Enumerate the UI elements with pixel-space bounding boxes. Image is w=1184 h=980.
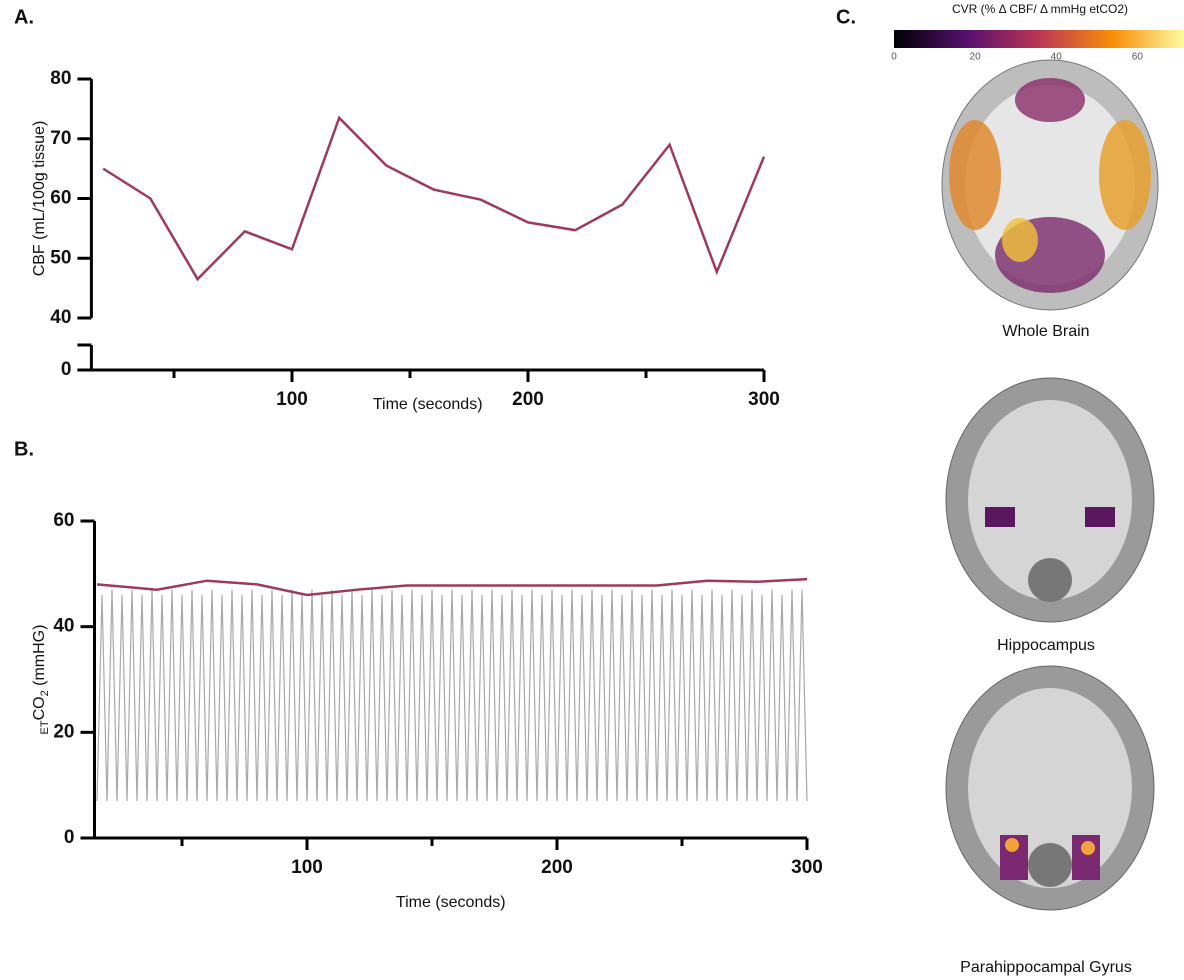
image-label: Parahippocampal Gyrus bbox=[960, 959, 1132, 976]
panel-label: A. bbox=[14, 6, 34, 28]
y-tick-label: 20 bbox=[53, 721, 74, 742]
image-label: Whole Brain bbox=[1002, 323, 1089, 340]
line bbox=[96, 589, 808, 802]
y-tick-label: 0 bbox=[61, 359, 72, 380]
x-axis-label: Time (seconds) bbox=[396, 894, 506, 911]
panel-label: B. bbox=[14, 438, 34, 460]
panel-label: C. bbox=[836, 6, 856, 28]
brain-image bbox=[945, 665, 1155, 911]
colorbar-title: CVR (% Δ CBF/ Δ mmHg etCO2) bbox=[952, 2, 1128, 16]
y-tick-label: 40 bbox=[50, 307, 71, 328]
x-tick-label: 300 bbox=[791, 857, 823, 878]
x-tick-label: 200 bbox=[541, 857, 573, 878]
y-axis-label: CBF (mL/100g tissue) bbox=[31, 121, 48, 277]
line bbox=[96, 577, 808, 597]
brain-image bbox=[941, 59, 1159, 311]
y-axis-label-part: CO bbox=[31, 696, 48, 720]
y-axis-label-part: ET bbox=[39, 720, 51, 734]
colorbar-tick-label: 20 bbox=[970, 52, 982, 63]
y-tick-label: 60 bbox=[53, 510, 74, 531]
colorbar-tick-label: 60 bbox=[1132, 52, 1144, 63]
line bbox=[102, 115, 766, 282]
x-axis-label: Time (seconds) bbox=[373, 396, 483, 413]
x-tick-label: 300 bbox=[748, 389, 780, 410]
y-tick-label: 50 bbox=[50, 247, 71, 268]
colorbar-tick-label: 0 bbox=[891, 52, 897, 63]
y-axis-label-part: (mmHG) bbox=[31, 625, 48, 691]
x-tick-label: 100 bbox=[291, 857, 323, 878]
y-tick-label: 0 bbox=[64, 827, 75, 848]
x-tick-label: 100 bbox=[276, 389, 308, 410]
x-tick-label: 200 bbox=[512, 389, 544, 410]
y-tick-label: 80 bbox=[50, 68, 71, 89]
colorbar-tick-label: 40 bbox=[1051, 52, 1063, 63]
y-axis-label: ETCO2 (mmHG) bbox=[31, 625, 51, 735]
y-tick-label: 70 bbox=[50, 128, 71, 149]
y-tick-label: 40 bbox=[53, 616, 74, 637]
image-label: Hippocampus bbox=[997, 637, 1095, 654]
brain-image bbox=[945, 377, 1155, 623]
y-tick-label: 60 bbox=[50, 188, 71, 209]
colorbar bbox=[894, 30, 1184, 48]
y-axis-label-part: 2 bbox=[39, 690, 51, 696]
